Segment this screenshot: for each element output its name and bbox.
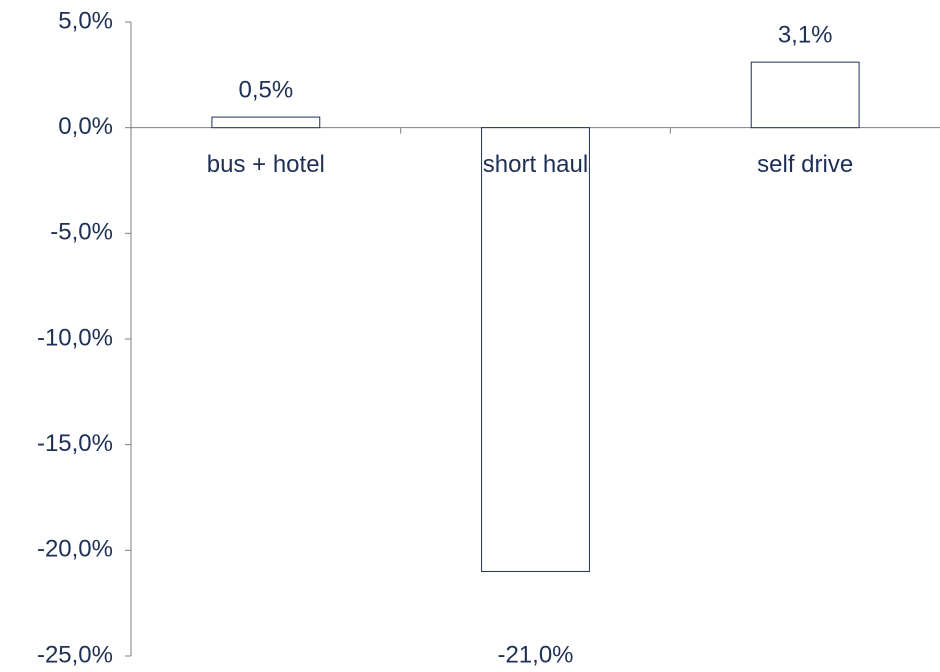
value-label: 0,5% [238,76,293,103]
bar [482,128,590,572]
y-tick-label: -10,0% [37,324,113,351]
bar [212,117,320,128]
y-tick-label: 5,0% [58,7,113,34]
y-tick-label: -15,0% [37,430,113,457]
value-label: 3,1% [778,21,833,48]
page: -25,0% -20,0% -15,0% -10,0% -5,0% 0,0% 5,0% bus… [0,0,940,672]
x-tick-label: short haul [483,151,588,178]
x-tick-label: self drive [757,151,853,178]
value-label: -21,0% [497,641,573,668]
y-tick-label: 0,0% [58,113,113,140]
bar [751,62,859,128]
y-tick-label: -25,0% [37,641,113,668]
x-tick-label: bus + hotel [207,151,325,178]
y-tick-label: -20,0% [37,536,113,563]
chart: -25,0% -20,0% -15,0% -10,0% -5,0% 0,0% 5,0% bus… [0,0,940,672]
y-tick-label: -5,0% [50,219,113,246]
